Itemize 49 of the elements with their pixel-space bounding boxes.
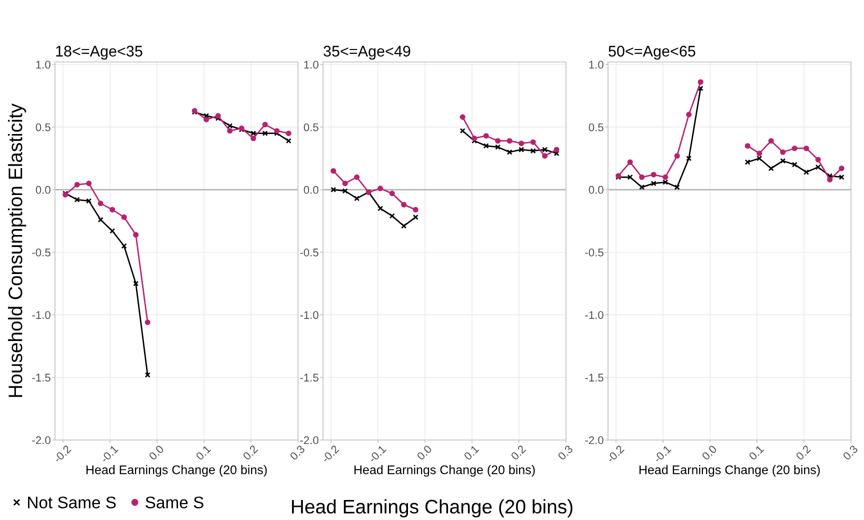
y-tick-label: -0.5 — [300, 248, 318, 256]
x-tick-label: 0.0 — [701, 444, 718, 461]
y-tick-label: -1.0 — [585, 311, 604, 319]
y-tick-label: 1.0 — [589, 60, 604, 69]
y-tick-label: -1.0 — [32, 311, 50, 319]
y-tick-label: 0.5 — [304, 123, 318, 132]
legend-label: Same S — [146, 496, 204, 508]
x-tick-label: -0.1 — [368, 444, 386, 464]
x-tick-label: 0.2 — [510, 444, 526, 461]
x-axis-title: Head Earnings Change (20 bins) — [354, 465, 535, 477]
y-tick-label: 1.0 — [36, 60, 50, 69]
x-tick-label: 0.2 — [795, 444, 812, 461]
y-tick-label: -1.5 — [32, 374, 50, 382]
x-tick-label: 0.1 — [463, 444, 480, 461]
chart-title: 18<=Age<35 — [56, 46, 142, 60]
y-tick-label: -2.0 — [585, 436, 604, 444]
y-tick-label: 1.0 — [304, 60, 318, 69]
y-tick-label: 0.0 — [588, 186, 604, 194]
y-tick-label: 0.0 — [36, 186, 50, 194]
x-tick-label: 0.1 — [748, 444, 764, 461]
x-tick-label: 0.1 — [195, 444, 212, 461]
text: Head Earnings Change (20 bins) — [292, 499, 572, 518]
x-axis-title: Head Earnings Change (20 bins) — [640, 465, 820, 477]
x-tick-label: -0.1 — [100, 444, 118, 464]
y-axis-title: Household Consumption Elasticity — [8, 104, 26, 397]
x-tick-label: -0.1 — [653, 444, 672, 464]
y-tick-label: -0.5 — [32, 248, 50, 256]
x-tick-label: -0.2 — [606, 444, 624, 464]
y-tick-label: 0.5 — [588, 123, 604, 132]
y-tick-label: -2.0 — [32, 436, 50, 444]
x-tick-label: 0.0 — [148, 444, 164, 461]
chart-title: 50<=Age<65 — [608, 46, 696, 60]
x-tick-label: 0.2 — [242, 444, 258, 461]
y-tick-label: 0.5 — [36, 123, 50, 132]
y-tick-label: 0.0 — [304, 186, 318, 194]
x-tick-label: 0.3 — [289, 444, 306, 461]
x-tick-label: 0.0 — [416, 444, 432, 461]
legend-label: Not Same S — [28, 496, 116, 508]
y-tick-label: -1.0 — [300, 311, 318, 319]
y-tick-label: -0.5 — [585, 248, 604, 256]
chart-title: 35<=Age<49 — [324, 46, 410, 60]
x-tick-label: -0.2 — [321, 444, 340, 464]
x-tick-label: 0.3 — [557, 444, 574, 461]
x-tick-label: 0.3 — [842, 444, 858, 461]
y-tick-label: -1.5 — [585, 374, 604, 382]
x-axis-title: Head Earnings Change (20 bins) — [86, 465, 267, 477]
y-tick-label: -1.5 — [300, 374, 318, 382]
y-tick-label: -2.0 — [300, 436, 318, 444]
x-tick-label: -0.2 — [53, 444, 72, 464]
